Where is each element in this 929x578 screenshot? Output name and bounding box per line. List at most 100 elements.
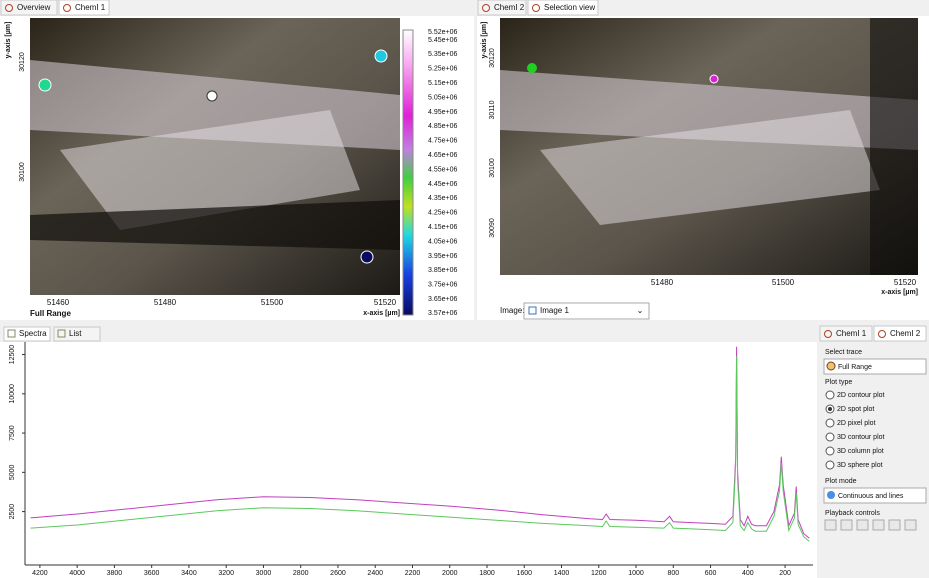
colorbar [402,29,414,316]
tab[interactable] [873,325,927,342]
colorbar-label: 3.65e+06 [428,296,457,303]
radio[interactable] [825,446,835,456]
spectrum-line [30,356,810,542]
trace-select[interactable]: Full Range [838,364,872,371]
radio[interactable] [825,390,835,400]
x-tick-label: 51480 [154,298,177,307]
x-tick-label: 1800 [479,570,495,577]
y-tick-label: 5000 [9,464,16,480]
playback-button[interactable] [888,519,901,531]
right-image [500,18,918,275]
tab-label[interactable]: ChemI 2 [890,329,921,338]
spot[interactable] [374,49,388,63]
tab-label[interactable]: List [69,329,82,338]
spot[interactable] [360,250,374,264]
dropdown-arrow: ⌄ [637,306,644,315]
radio[interactable] [825,432,835,442]
y-tick-label: 30110 [489,100,496,119]
colorbar-label: 5.35e+06 [428,51,457,58]
tab-label[interactable]: ChemI 2 [494,3,525,12]
tab[interactable] [58,0,110,16]
x-tick-label: 200 [779,570,791,577]
y-tick-label: 2500 [9,504,16,520]
x-tick-label: 3400 [181,570,197,577]
radio-label[interactable]: 3D sphere plot [837,462,883,469]
image-texture [540,110,880,225]
y-tick-label: 30100 [19,162,26,182]
x-tick-label: 51520 [894,278,917,287]
spot[interactable] [38,78,52,92]
tab-label[interactable]: Selection view [544,3,595,12]
x-tick-label: 3200 [218,570,234,577]
playback-button[interactable] [856,519,869,531]
x-tick-label: 1400 [554,570,570,577]
plot-mode-label: Plot mode [825,478,857,485]
spectra-panel [0,324,817,578]
colorbar-label: 5.52e+06 [428,29,457,36]
tab[interactable] [527,0,599,16]
tab-icon [824,330,832,338]
spot[interactable] [709,74,719,84]
x-tick-label: 1000 [628,570,644,577]
y-tick-label: 30120 [19,52,26,72]
mode-icon [827,491,835,499]
x-tick-label: 2000 [442,570,458,577]
tab-icon [5,4,13,12]
colorbar-label: 4.75e+06 [428,138,457,145]
radio-dot [828,407,832,411]
x-tick-label: 51500 [261,298,284,307]
x-tick-label: 1600 [516,570,532,577]
mode-dropdown[interactable] [823,487,927,504]
x-tick-label: 3600 [144,570,160,577]
radio[interactable] [825,460,835,470]
radio-label[interactable]: 2D pixel plot [837,420,876,427]
y-tick-label: 30120 [489,48,496,68]
tab-label[interactable]: Spectra [19,329,47,338]
x-tick-label: 1200 [591,570,607,577]
colorbar-label: 4.05e+06 [428,238,457,245]
colorbar-label: 3.75e+06 [428,282,457,289]
playback-button[interactable] [904,519,917,531]
colorbar-label: 5.15e+06 [428,80,457,87]
tab-label[interactable]: Overview [17,3,51,12]
spot[interactable] [206,90,218,102]
colorbar-label: 3.85e+06 [428,267,457,274]
radio-label[interactable]: 2D contour plot [837,392,885,399]
y-tick-label: 30090 [489,218,496,238]
y-tick-label: 10000 [9,384,16,404]
tab-label[interactable]: ChemI 1 [836,329,867,338]
radio[interactable] [825,418,835,428]
y-tick-label: 7500 [9,425,16,441]
x-tick-label: 4200 [32,570,48,577]
image-texture [870,18,918,275]
radio-label[interactable]: 3D contour plot [837,434,885,441]
image-dropdown[interactable] [523,302,650,320]
mode-select[interactable]: Continuous and lines [838,493,904,500]
image-texture [30,200,400,250]
x-tick-label: 3800 [107,570,123,577]
playback-button[interactable] [840,519,853,531]
tab-icon [878,330,886,338]
playback-button[interactable] [872,519,885,531]
tab-label[interactable]: ChemI 1 [75,3,106,12]
tab[interactable] [0,0,58,16]
radio-label[interactable]: 2D spot plot [837,406,874,413]
spot[interactable] [527,63,537,73]
playback-button[interactable] [824,519,837,531]
colorbar-label: 4.95e+06 [428,109,457,116]
trace-dropdown[interactable] [823,358,927,375]
tab[interactable] [477,0,527,16]
x-tick-label: 600 [705,570,717,577]
colorbar-label: 4.15e+06 [428,224,457,231]
x-tick-label: 4000 [69,570,85,577]
colorbar-label: 4.45e+06 [428,181,457,188]
tab[interactable] [819,325,873,342]
colorbar-label: 4.35e+06 [428,195,457,202]
tab-icon [482,4,490,12]
radio-label[interactable]: 3D column plot [837,448,884,455]
y-axis-label: y-axis [µm] [5,22,12,59]
colorbar-label: 5.25e+06 [428,66,457,73]
x-tick-label: 2600 [330,570,346,577]
image-select[interactable]: Image 1 [540,306,569,315]
